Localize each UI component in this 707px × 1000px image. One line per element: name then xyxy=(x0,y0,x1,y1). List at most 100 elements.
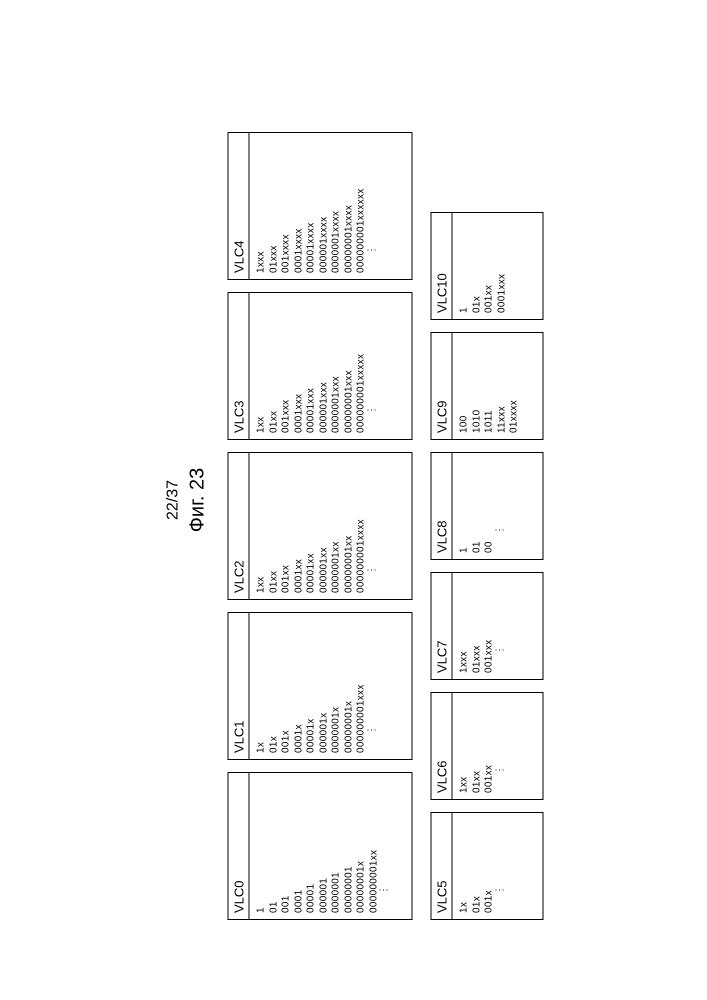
vertical-dots-icon: ⋮ xyxy=(496,701,503,793)
vlc-code: 01 xyxy=(471,461,484,553)
row-top: VLC0101001000100001000001000000100000001… xyxy=(227,132,412,920)
vlc-code: 000001xxx xyxy=(318,301,331,433)
vlc-code: 00000001xxx xyxy=(343,301,356,433)
vlc-box-body: 1x01x001x0001x00001x000001x0000001x00000… xyxy=(248,612,412,760)
vlc-code: 01 xyxy=(268,781,281,913)
vlc-box: VLC21xx01xx001xx0001xx00001xx000001xx000… xyxy=(227,452,412,600)
vlc-code: 01xx xyxy=(268,301,281,433)
vertical-dots-icon: ⋮ xyxy=(368,141,375,273)
vlc-code: 1 xyxy=(458,461,471,553)
vlc-code: 01xxxx xyxy=(508,341,521,433)
vlc-code: 1xxx xyxy=(458,581,471,673)
vlc-code: 0001xxx xyxy=(496,221,509,313)
vertical-dots-icon: ⋮ xyxy=(496,461,503,553)
vlc-code: 000001xxxx xyxy=(318,141,331,273)
vlc-code: 00000001 xyxy=(343,781,356,913)
rows-container: VLC0101001000100001000001000000100000001… xyxy=(227,50,543,950)
vlc-code: 01x xyxy=(471,221,484,313)
vlc-code: 1xx xyxy=(255,301,268,433)
vlc-code: 11xxx xyxy=(496,341,509,433)
vlc-box: VLC51x01x001x⋮ xyxy=(430,812,543,920)
vlc-code: 1x xyxy=(255,621,268,753)
vlc-code: 001x xyxy=(280,621,293,753)
vlc-code: 00001xxxx xyxy=(305,141,318,273)
vlc-code: 1xx xyxy=(458,701,471,793)
vlc-code: 00000001x xyxy=(343,621,356,753)
vlc-box: VLC3 1xx01xx001xxx0001xxx00001xxx000001xx… xyxy=(227,292,412,440)
vlc-code: 100 xyxy=(458,341,471,433)
vertical-dots-icon: ⋮ xyxy=(368,301,375,433)
vlc-code: 01x xyxy=(268,621,281,753)
vlc-box-title: VLC10 xyxy=(430,212,451,320)
rotated-figure: 22/37 Фиг. 23 VLC01010010001000010000010… xyxy=(164,50,543,950)
vlc-code: 01xxx xyxy=(471,581,484,673)
vlc-code: 0000001xxxx xyxy=(330,141,343,273)
vlc-code: 1x xyxy=(458,821,471,913)
vlc-code: 0001xxx xyxy=(293,301,306,433)
vlc-code: 00000001x xyxy=(355,781,368,913)
vlc-box-title: VLC6 xyxy=(430,692,451,800)
vlc-code: 01xxx xyxy=(268,141,281,273)
vlc-box-title: VLC3 xyxy=(227,292,248,440)
vlc-box: VLC91001010101111xxx01xxxx xyxy=(430,332,543,440)
vlc-code: 001xx xyxy=(483,701,496,793)
vlc-code: 00001xx xyxy=(305,461,318,593)
vertical-dots-icon: ⋮ xyxy=(380,781,387,913)
vlc-box-body: 1xxx01xxx001xxxx0001xxxx00001xxxx000001x… xyxy=(248,132,412,280)
row-bottom: VLC51x01x001x⋮VLC61xx01xx001xx⋮VLC71xxx0… xyxy=(430,212,543,920)
vlc-box: VLC0101001000100001000001000000100000001… xyxy=(227,772,412,920)
vlc-code: 0000001xxx xyxy=(330,301,343,433)
vlc-box-title: VLC0 xyxy=(227,772,248,920)
vlc-box-title: VLC2 xyxy=(227,452,248,600)
vlc-code: 001xxx xyxy=(280,301,293,433)
vlc-box-title: VLC8 xyxy=(430,452,451,560)
vlc-box-body: 1xx01xx001xx⋮ xyxy=(451,692,543,800)
vlc-code: 00001x xyxy=(305,621,318,753)
vertical-dots-icon: ⋮ xyxy=(496,821,503,913)
vlc-box-title: VLC7 xyxy=(430,572,451,680)
vlc-box: VLC41xxx01xxx001xxxx0001xxxx00001xxxx000… xyxy=(227,132,412,280)
vlc-box: VLC11x01x001x0001x00001x000001x0000001x0… xyxy=(227,612,412,760)
vlc-code: 001xxx xyxy=(483,581,496,673)
page: 22/37 Фиг. 23 VLC01010010001000010000010… xyxy=(0,0,707,1000)
vlc-box-title: VLC9 xyxy=(430,332,451,440)
vlc-code: 1xx xyxy=(255,461,268,593)
vlc-code: 0000001 xyxy=(330,781,343,913)
vlc-code: 0000001x xyxy=(330,621,343,753)
vlc-code: 001 xyxy=(280,781,293,913)
vlc-box: VLC71xxx01xxx001xxx⋮ xyxy=(430,572,543,680)
vlc-code: 001xx xyxy=(483,221,496,313)
vlc-box-body: 101x001xx0001xxx xyxy=(451,212,543,320)
vlc-code: 0001x xyxy=(293,621,306,753)
vlc-code: 00 xyxy=(483,461,496,553)
vlc-code: 0000001xx xyxy=(330,461,343,593)
vlc-code: 0001xxxx xyxy=(293,141,306,273)
vlc-code: 01x xyxy=(471,821,484,913)
vlc-code: 00001 xyxy=(305,781,318,913)
vlc-code: 00001xxx xyxy=(305,301,318,433)
vlc-code: 001xx xyxy=(280,461,293,593)
vlc-code: 01xx xyxy=(471,701,484,793)
vlc-box: VLC61xx01xx001xx⋮ xyxy=(430,692,543,800)
vlc-code: 1011 xyxy=(483,341,496,433)
vlc-code: 01xx xyxy=(268,461,281,593)
vlc-code: 00000001xxxx xyxy=(343,141,356,273)
vlc-box-title: VLC4 xyxy=(227,132,248,280)
vlc-box: VLC810100⋮ xyxy=(430,452,543,560)
vlc-code: 00000001xx xyxy=(343,461,356,593)
vlc-box-body: 1010010001000010000010000001000000010000… xyxy=(248,772,412,920)
vlc-box-body: 1xx01xx001xx0001xx00001xx000001xx0000001… xyxy=(248,452,412,600)
vlc-code: 001x xyxy=(483,821,496,913)
vlc-box-title: VLC5 xyxy=(430,812,451,920)
vertical-dots-icon: ⋮ xyxy=(368,461,375,593)
vlc-code: 1 xyxy=(255,781,268,913)
vlc-code: 000001 xyxy=(318,781,331,913)
page-number: 22/37 xyxy=(164,50,182,950)
vlc-box: VLC10101x001xx0001xxx xyxy=(430,212,543,320)
vlc-code: 000001x xyxy=(318,621,331,753)
vlc-code: 1 xyxy=(458,221,471,313)
vlc-box-body: 10100⋮ xyxy=(451,452,543,560)
vlc-box-title: VLC1 xyxy=(227,612,248,760)
vlc-code: 001xxxx xyxy=(280,141,293,273)
vlc-box-body: 1x01x001x⋮ xyxy=(451,812,543,920)
